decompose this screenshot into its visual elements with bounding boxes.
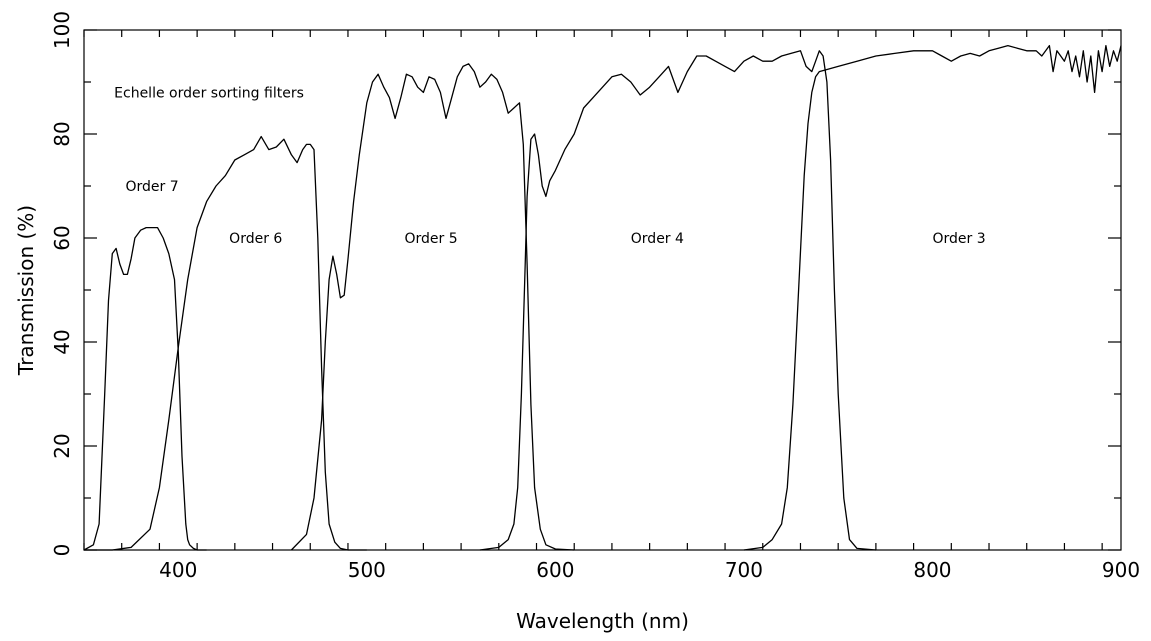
filter-curve-3 xyxy=(290,63,575,551)
x-axis-label: Wavelength (nm) xyxy=(516,609,689,633)
order-label: Order 5 xyxy=(405,231,458,247)
order-label: Order 3 xyxy=(932,231,985,247)
plot-frame xyxy=(83,29,1122,551)
y-tick-label: 80 xyxy=(50,121,74,146)
filter-curve-2 xyxy=(84,135,367,551)
y-tick-label: 0 xyxy=(50,544,74,557)
tick-labels: 400 500 600 700 800 900 0 20 40 60 80 100 xyxy=(50,11,1140,582)
order-label: Order 4 xyxy=(631,231,684,247)
y-axis-label: Transmission (%) xyxy=(14,205,38,376)
y-tick-label: 20 xyxy=(50,433,74,458)
x-tick-label: 500 xyxy=(348,558,386,582)
order-label: Order 6 xyxy=(229,231,282,247)
x-tick-label: 900 xyxy=(1102,558,1140,582)
chart-annotation-title: Echelle order sorting filters xyxy=(114,85,304,101)
x-tick-label: 700 xyxy=(725,558,763,582)
x-tick-label: 800 xyxy=(913,558,951,582)
y-tick-label: 60 xyxy=(50,225,74,250)
filter-curve-4 xyxy=(479,50,876,551)
x-tick-label: 400 xyxy=(159,558,197,582)
annotations: Echelle order sorting filters Order 7 Orde… xyxy=(114,85,985,247)
filter-curve-5 xyxy=(743,44,1122,551)
axis-ticks xyxy=(83,29,1121,551)
y-tick-label: 40 xyxy=(50,329,74,354)
order-label: Order 7 xyxy=(125,179,178,195)
filter-curves xyxy=(83,44,1122,551)
x-tick-label: 600 xyxy=(536,558,574,582)
y-tick-label: 100 xyxy=(50,11,74,49)
filter-curve-1 xyxy=(83,226,207,551)
